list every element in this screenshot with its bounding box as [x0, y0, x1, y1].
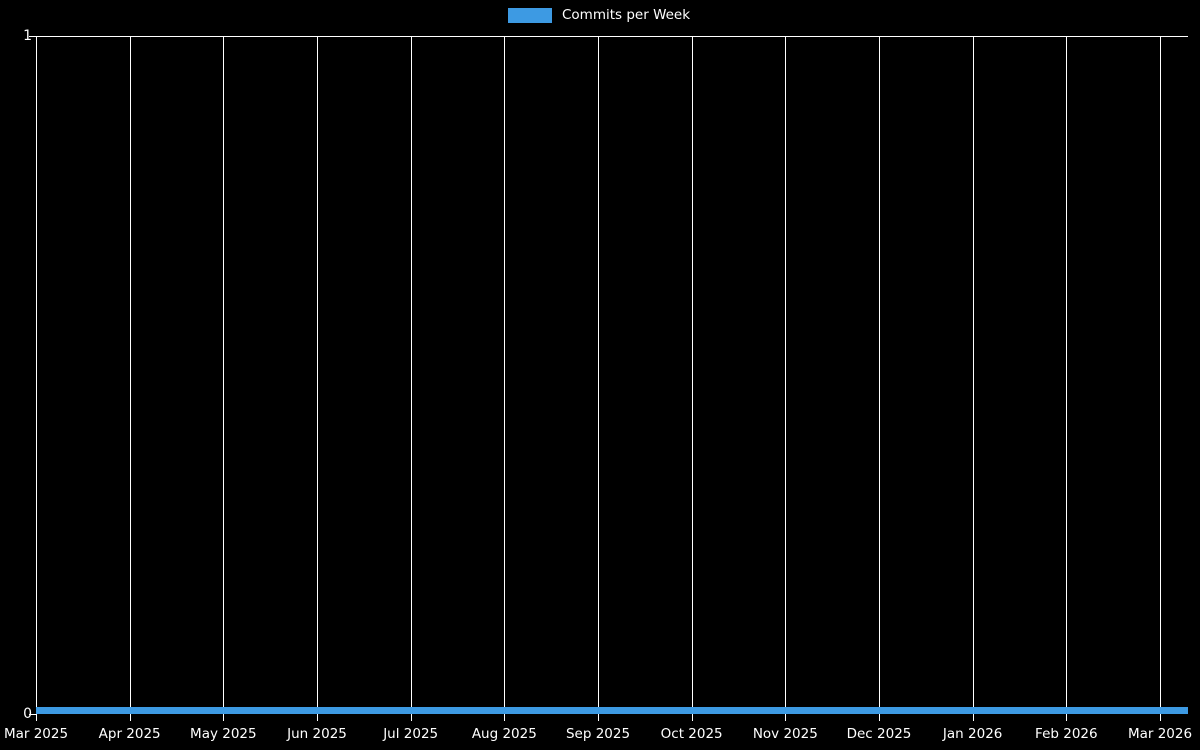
x-axis-tick-label: Jan 2026 — [942, 726, 1003, 742]
x-axis-tick-label: Sep 2025 — [565, 726, 631, 742]
x-axis-tick-label: Dec 2025 — [846, 726, 912, 742]
x-axis-tick-label: May 2025 — [190, 726, 257, 742]
x-axis-tick-mark — [317, 714, 318, 721]
plot-area — [36, 36, 1188, 714]
x-axis-tick-label: Aug 2025 — [471, 726, 537, 742]
gridline-vertical — [598, 36, 599, 714]
y-axis-tick-mark-0 — [29, 714, 36, 715]
gridline-vertical — [1066, 36, 1068, 714]
legend-color-swatch-commits-per-week — [508, 7, 552, 23]
chart-legend: Commits per Week — [508, 6, 690, 24]
y-axis-tick-mark-1 — [29, 36, 36, 37]
x-axis-tick-mark — [1160, 714, 1161, 721]
gridline-vertical — [785, 36, 787, 714]
gridline-vertical — [317, 36, 318, 714]
gridline-vertical — [1160, 36, 1161, 714]
x-axis-tick-label: Jul 2025 — [383, 726, 439, 742]
gridline-vertical — [410, 36, 412, 714]
gridline-vertical — [504, 36, 506, 714]
x-axis-tick-mark — [598, 714, 599, 721]
x-axis-tick-mark — [129, 714, 131, 721]
x-axis-tick-mark — [1066, 714, 1068, 721]
x-axis-tick-mark — [410, 714, 412, 721]
y-axis-tick-label-1: 1 — [23, 28, 32, 44]
x-axis-tick-label: Mar 2026 — [1127, 726, 1193, 742]
x-axis-tick-label: Oct 2025 — [660, 726, 723, 742]
x-axis-tick-mark — [972, 714, 974, 721]
gridline-vertical — [879, 36, 880, 714]
x-axis-tick-mark — [223, 714, 225, 721]
x-axis-tick-mark — [785, 714, 787, 721]
x-axis-tick-label: Mar 2025 — [3, 726, 69, 742]
x-axis-tick-label: Apr 2025 — [98, 726, 161, 742]
x-axis-tick-mark — [691, 714, 693, 721]
series-commits-per-week — [36, 707, 1188, 714]
x-axis-tick-mark — [504, 714, 506, 721]
x-axis-tick-label: Feb 2026 — [1035, 726, 1098, 742]
x-axis-tick-label: Jun 2025 — [287, 726, 347, 742]
x-axis-tick-label: Nov 2025 — [752, 726, 818, 742]
gridline-vertical — [972, 36, 974, 714]
y-axis-tick-label-0: 0 — [23, 706, 32, 722]
gridline-vertical — [129, 36, 131, 714]
gridline-horizontal-top — [36, 36, 1188, 37]
legend-label-commits-per-week: Commits per Week — [562, 6, 691, 23]
x-axis-tick-mark — [36, 714, 37, 721]
x-axis-tick-mark — [879, 714, 880, 721]
gridline-vertical — [691, 36, 693, 714]
gridline-vertical — [36, 36, 37, 714]
gridline-vertical — [223, 36, 225, 714]
